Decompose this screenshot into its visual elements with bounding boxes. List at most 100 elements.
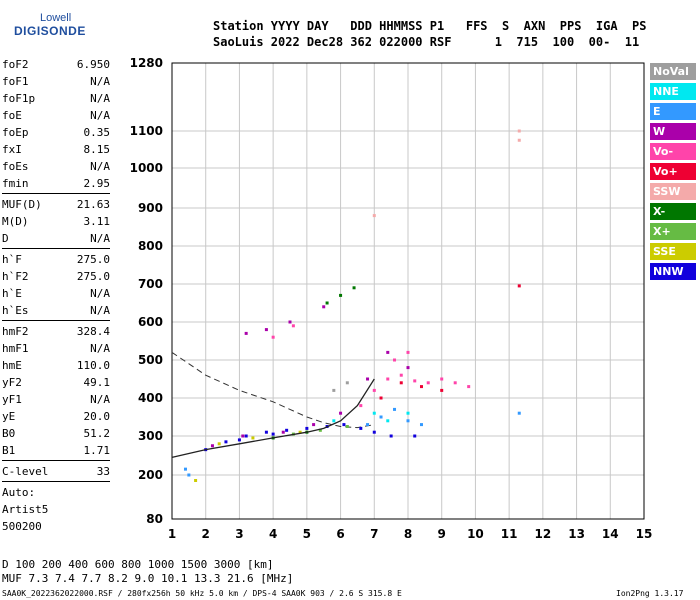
param-name: foF2 [2, 58, 29, 71]
echo-point-ssw [517, 129, 521, 133]
echo-point-x [345, 425, 349, 428]
param-value: N/A [90, 342, 110, 355]
echo-point-w [281, 430, 285, 434]
param-value: 49.1 [83, 376, 111, 389]
echo-point-sse [251, 436, 255, 440]
x-tick-label: 10 [467, 527, 484, 541]
echo-point-e [393, 407, 397, 411]
y-tick-label: 500 [138, 353, 163, 367]
echo-point-vo [399, 381, 403, 385]
echo-point-ssw [517, 138, 521, 142]
param-name: h`Es [2, 304, 29, 317]
param-value: 328.4 [76, 325, 110, 338]
x-tick-label: 4 [269, 527, 277, 541]
echo-point-sse [217, 442, 221, 446]
echo-point-nnw [244, 434, 248, 438]
legend-item-e: E [650, 103, 696, 120]
y-tick-label: 80 [146, 512, 163, 526]
echo-point-x [325, 301, 329, 305]
echo-point-vo [386, 377, 390, 381]
auto-line2: Artist5 [2, 503, 49, 516]
param-value: 275.0 [76, 270, 110, 283]
param-value: 3.11 [83, 215, 111, 228]
param-name: h`F2 [2, 270, 29, 283]
echo-point-e [379, 415, 383, 419]
x-tick-label: 11 [501, 527, 518, 541]
echo-point-e [419, 423, 423, 427]
param-name: B0 [2, 427, 16, 440]
dashed-profile-curve [171, 351, 375, 429]
echo-point-nnw [224, 440, 228, 444]
echo-point-sse [194, 479, 198, 482]
echo-point-e [366, 423, 370, 427]
param-value: N/A [90, 92, 110, 105]
param-name: yE [2, 410, 16, 423]
param-row: foE N/A [2, 107, 110, 124]
echo-point-vo [517, 284, 521, 288]
param-row: D N/A [2, 230, 110, 247]
param-divider [2, 481, 110, 483]
param-value: 33 [96, 465, 110, 478]
echo-point-vo [406, 350, 410, 354]
param-value: 51.2 [83, 427, 111, 440]
echo-point-nnw [342, 423, 346, 427]
param-divider [2, 193, 110, 195]
param-value: N/A [90, 232, 110, 245]
param-value: 2.95 [83, 177, 111, 190]
param-value: N/A [90, 393, 110, 406]
echo-point-vo [379, 396, 383, 400]
param-value: 20.0 [83, 410, 111, 423]
echo-point-vo [291, 324, 295, 328]
param-row: C-level 33 [2, 463, 110, 480]
param-name: hmE [2, 359, 22, 372]
x-tick-label: 14 [602, 527, 619, 541]
y-tick-label: 800 [138, 239, 163, 253]
y-tick-label: 400 [138, 391, 163, 405]
param-value: N/A [90, 160, 110, 173]
echo-point-nnw [305, 426, 309, 430]
echo-point-vo [372, 388, 376, 392]
echo-point-e [517, 411, 521, 415]
echo-point-w [312, 423, 316, 427]
legend-item-noval: NoVal [650, 63, 696, 80]
x-tick-label: 3 [235, 527, 243, 541]
param-divider [2, 320, 110, 322]
param-value: N/A [90, 75, 110, 88]
param-row: yF2 49.1 [2, 374, 110, 391]
echo-point-vo [413, 379, 417, 383]
param-divider [2, 248, 110, 250]
echo-point-nne [386, 419, 390, 423]
echo-point-nnw [271, 432, 275, 436]
param-name: foEs [2, 160, 29, 173]
legend-item-w: W [650, 123, 696, 140]
echo-point-ssw [372, 214, 376, 218]
echo-point-w [288, 320, 292, 324]
param-name: yF1 [2, 393, 22, 406]
footer-file-info: SAA0K_2022362022000.RSF / 280fx256h 50 k… [2, 589, 402, 598]
legend-item-nne: NNE [650, 83, 696, 100]
param-row: MUF(D) 21.63 [2, 196, 110, 213]
echo-point-nnw [264, 430, 268, 434]
legend-item-vo: Vo+ [650, 163, 696, 180]
echo-point-w [210, 444, 214, 448]
param-value: 110.0 [76, 359, 110, 372]
param-value: N/A [90, 287, 110, 300]
param-name: fmin [2, 177, 29, 190]
param-row: yF1 N/A [2, 391, 110, 408]
param-value: 8.15 [83, 143, 111, 156]
echo-point-vo [359, 404, 363, 408]
y-tick-label: 1000 [130, 161, 163, 175]
x-tick-label: 2 [202, 527, 210, 541]
param-row: fmin 2.95 [2, 175, 110, 192]
legend: NoVal NNE E W Vo- Vo+ SSW X- X+ SSE NNW [650, 63, 696, 283]
param-value: 0.35 [83, 126, 111, 139]
logo-digisonde: DIGISONDE [14, 24, 86, 38]
param-row: foF1p N/A [2, 90, 110, 107]
x-tick-label: 7 [370, 527, 378, 541]
x-tick-label: 9 [438, 527, 446, 541]
echo-point-w [386, 350, 390, 354]
auto-line3: 500200 [2, 520, 42, 533]
legend-item-vo: Vo- [650, 143, 696, 160]
param-value: N/A [90, 109, 110, 122]
param-divider [2, 460, 110, 462]
